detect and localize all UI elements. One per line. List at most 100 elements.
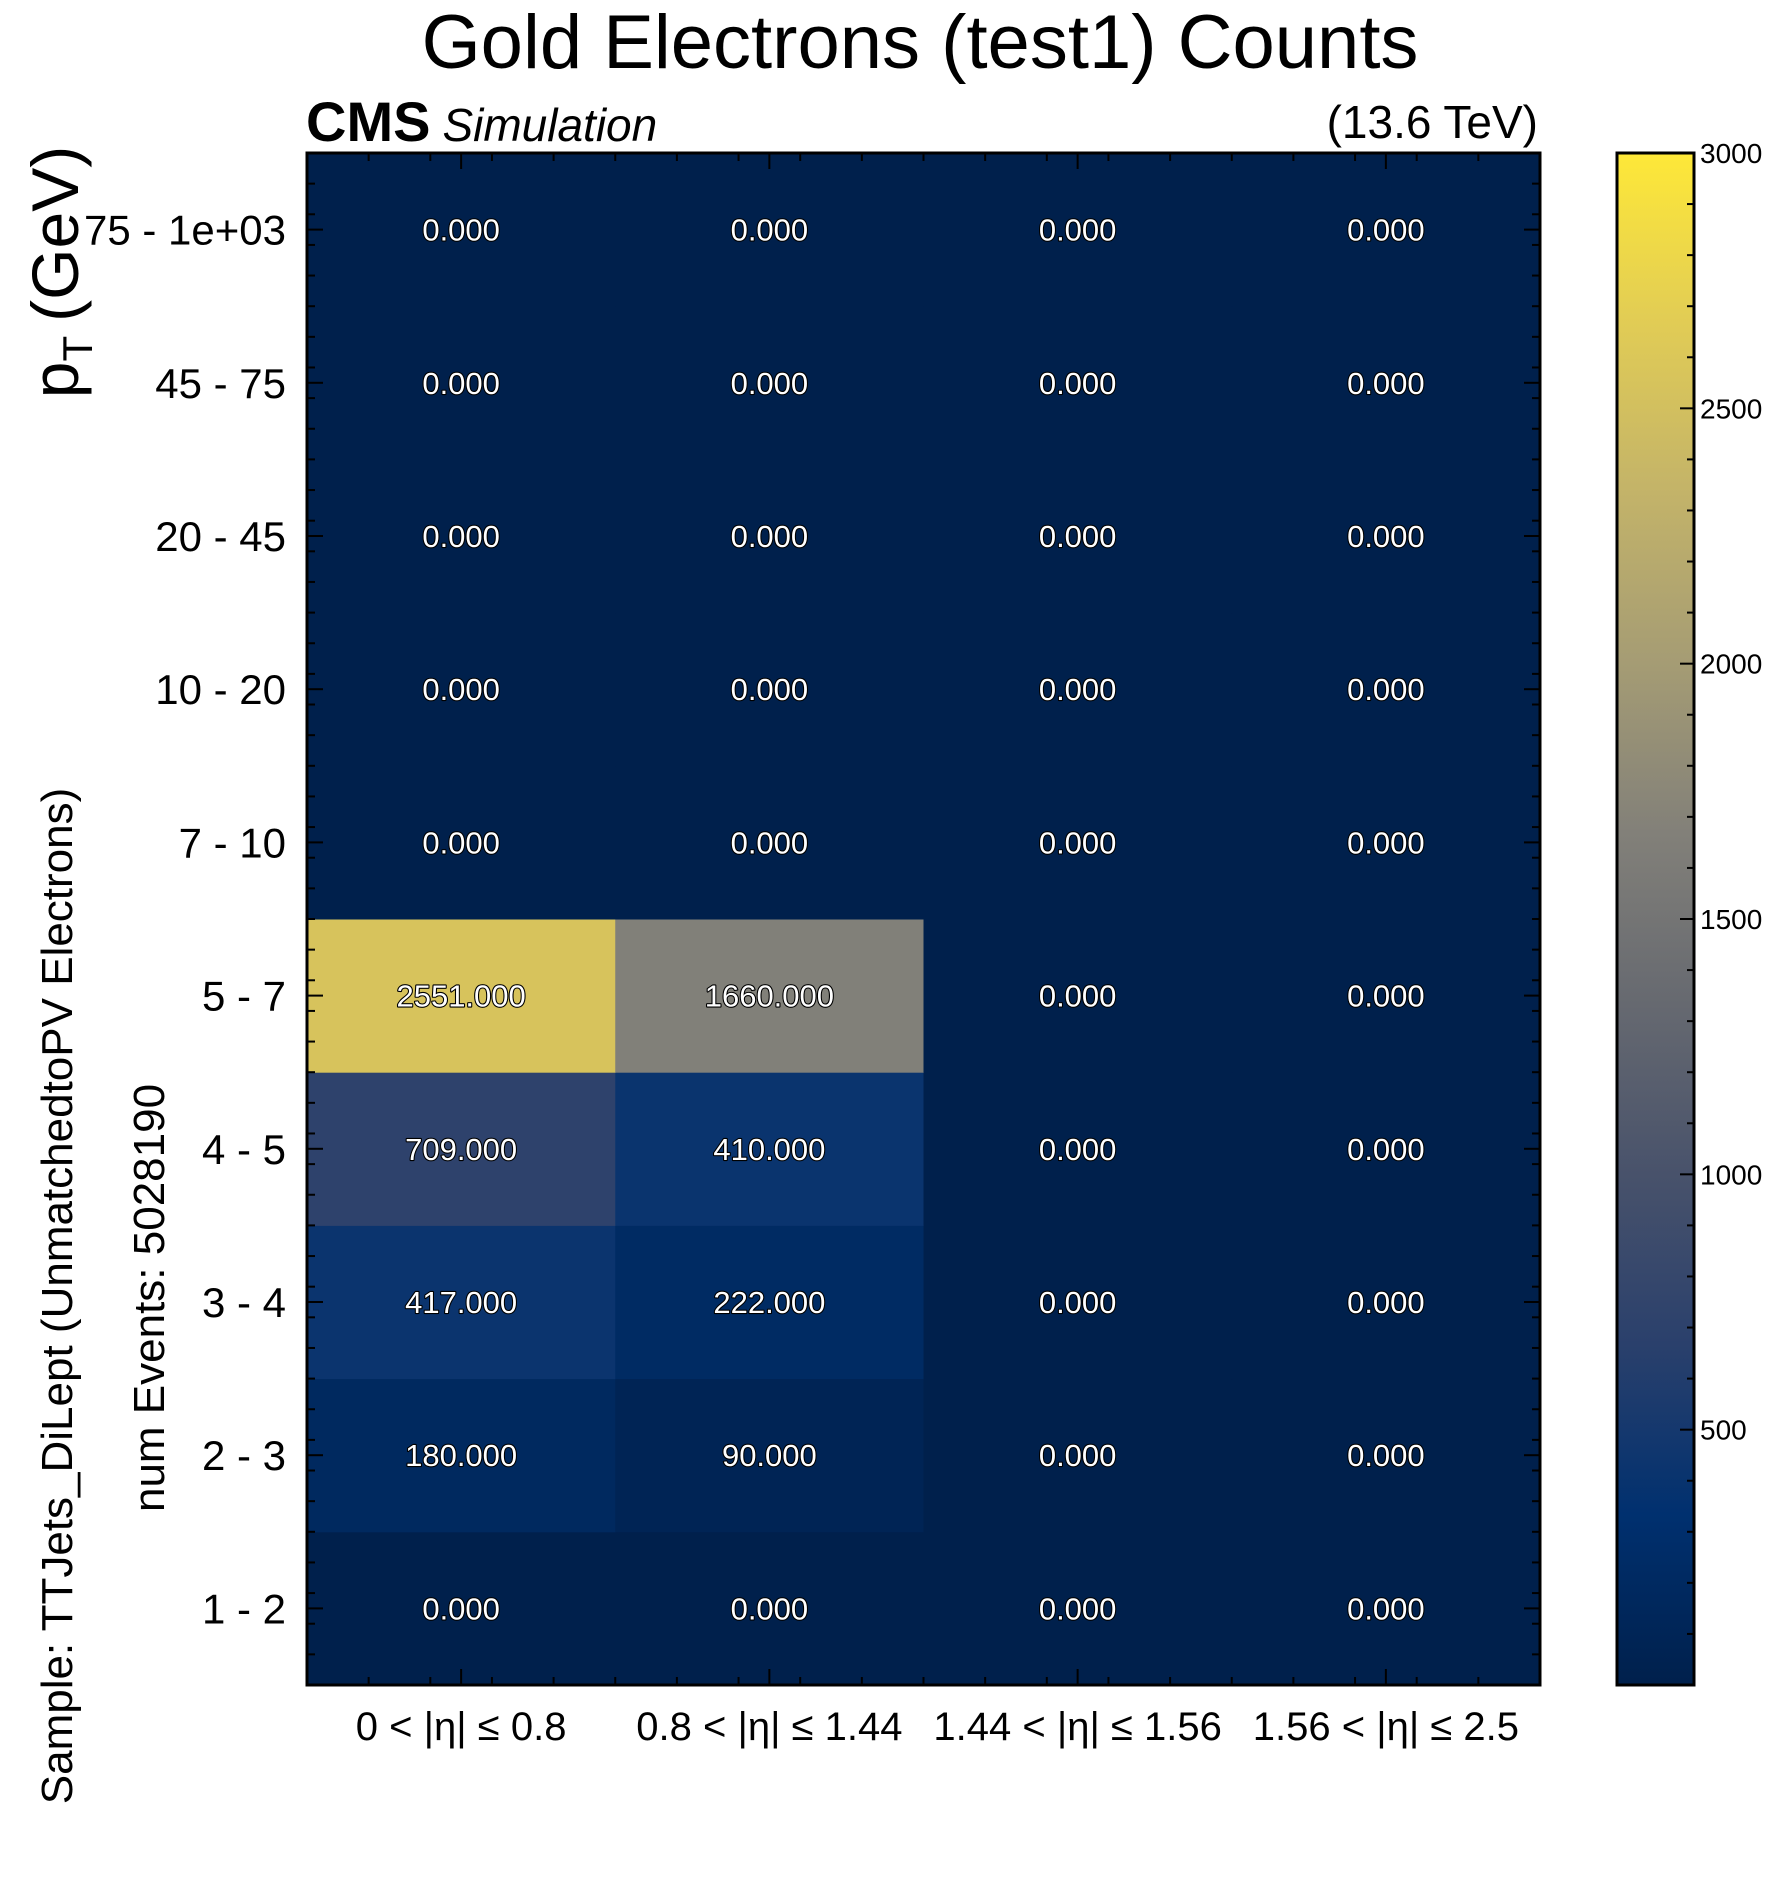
heatmap-cell	[923, 919, 1233, 1073]
heatmap-cell	[1231, 1225, 1541, 1380]
heatmap-cell	[923, 306, 1233, 460]
heatmap-cell	[307, 1225, 616, 1380]
heatmap-cell	[307, 765, 616, 920]
y-tick-label: 2 - 3	[202, 1432, 286, 1479]
cell-value-label: 0.000	[1347, 1591, 1425, 1626]
y-label-sub: T	[54, 336, 101, 362]
heatmap-cell	[923, 459, 1233, 614]
y-label-main: p	[18, 361, 92, 398]
x-tick-label: 0.8 < |η| ≤ 1.44	[636, 1705, 902, 1749]
y-tick-labels: 1 - 2 2 - 3 3 - 4 4 - 5 5 - 7 7 - 10 10 - 20 20…	[84, 207, 286, 1633]
heatmap-cell	[615, 459, 924, 614]
colorbar-tick-labels: 500 1000 1500 2000 2500 3000	[1700, 138, 1762, 1446]
heatmap-cell	[307, 612, 616, 767]
y-tick-label: 4 - 5	[202, 1126, 286, 1173]
experiment-sublabel: Simulation	[442, 99, 657, 151]
cell-value-label: 0.000	[1039, 519, 1117, 554]
y-tick-label: 20 - 45	[155, 513, 286, 560]
heatmap-cell	[307, 459, 616, 614]
y-tick-label: 45 - 75	[155, 360, 286, 407]
x-tick-label: 0 < |η| ≤ 0.8	[356, 1705, 567, 1749]
cell-value-label: 1660.000	[705, 979, 834, 1014]
cell-value-label: 709.000	[405, 1132, 517, 1167]
cell-value-label: 0.000	[422, 672, 500, 707]
events-label: num Events: 5028190	[125, 1084, 174, 1512]
heatmap-cell	[615, 306, 924, 460]
cell-value-label: 0.000	[422, 366, 500, 401]
heatmap-cell	[615, 1225, 924, 1380]
cell-value-label: 0.000	[731, 1591, 809, 1626]
heatmap-cell	[1231, 765, 1541, 920]
cell-value-label: 410.000	[713, 1132, 825, 1167]
cell-value-label: 0.000	[1347, 1132, 1425, 1167]
heatmap-cell	[307, 919, 616, 1073]
heatmap-cell	[1231, 1072, 1541, 1226]
cell-value-label: 0.000	[1347, 213, 1425, 248]
cell-value-label: 0.000	[1347, 519, 1425, 554]
colorbar-tick-label: 500	[1700, 1415, 1747, 1446]
cell-value-label: 0.000	[1039, 213, 1117, 248]
cell-value-label: 0.000	[1347, 1285, 1425, 1320]
colorbar-tick-label: 1500	[1700, 904, 1762, 935]
sample-label: Sample: TTJets_DiLept (UnmatchedtoPV Ele…	[33, 788, 82, 1805]
heatmap-cell	[923, 612, 1233, 767]
frame-ticks	[306, 152, 1541, 1686]
heatmap-cell	[615, 1072, 924, 1226]
colorbar-ticks	[1680, 152, 1694, 1635]
y-tick-label: 3 - 4	[202, 1279, 286, 1326]
cell-value-label: 90.000	[722, 1438, 817, 1473]
cell-value-label: 0.000	[422, 825, 500, 860]
cell-value-label: 0.000	[731, 519, 809, 554]
cell-value-label: 0.000	[1347, 1438, 1425, 1473]
heatmap-cell	[1231, 1378, 1541, 1533]
x-tick-label: 1.56 < |η| ≤ 2.5	[1253, 1705, 1519, 1749]
colorbar-tick-label: 3000	[1700, 138, 1762, 169]
cell-value-label: 0.000	[422, 1591, 500, 1626]
heatmap-cell	[923, 1072, 1233, 1226]
cell-value-label: 0.000	[1347, 979, 1425, 1014]
cell-value-label: 0.000	[1347, 825, 1425, 860]
heatmap-cells	[307, 153, 1541, 1686]
cell-value-label: 0.000	[1039, 1132, 1117, 1167]
heatmap-cell	[615, 765, 924, 920]
y-axis-label: pT (GeV)	[18, 146, 101, 398]
cell-value-label: 0.000	[1039, 825, 1117, 860]
y-tick-label: 10 - 20	[155, 666, 286, 713]
heatmap-cell	[923, 1378, 1233, 1533]
colorbar-tick-label: 2500	[1700, 393, 1762, 424]
cell-value-label: 0.000	[1039, 366, 1117, 401]
cell-value-label: 417.000	[405, 1285, 517, 1320]
heatmap-cell	[307, 153, 616, 307]
chart-title: Gold Electrons (test1) Counts	[422, 0, 1419, 85]
y-tick-label: 75 - 1e+03	[84, 207, 286, 254]
heatmap-cell	[1231, 306, 1541, 460]
heatmap-cell	[1231, 459, 1541, 614]
cell-value-label: 0.000	[422, 519, 500, 554]
heatmap-cell	[615, 1378, 924, 1533]
y-label-unit: (GeV)	[18, 146, 92, 322]
cell-value-label: 0.000	[1347, 672, 1425, 707]
y-tick-label: 1 - 2	[202, 1585, 286, 1632]
energy-label: (13.6 TeV)	[1327, 96, 1538, 148]
heatmap-cell	[615, 919, 924, 1073]
cell-value-label: 0.000	[731, 213, 809, 248]
heatmap-cell-labels: 0.000 0.000 0.000 0.000 180.000 90.000 0.000 0.…	[395, 212, 1425, 1628]
heatmap-cell	[615, 1531, 924, 1686]
heatmap-cell	[923, 1531, 1233, 1686]
cell-value-label: 0.000	[1039, 979, 1117, 1014]
heatmap-cell	[1231, 153, 1541, 307]
cell-value-label: 0.000	[422, 213, 500, 248]
heatmap-cell	[923, 765, 1233, 920]
heatmap-cell	[923, 1225, 1233, 1380]
x-tick-labels: 0 < |η| ≤ 0.8 0.8 < |η| ≤ 1.44 1.44 < |η| …	[356, 1705, 1519, 1749]
heatmap-cell	[1231, 612, 1541, 767]
cell-value-label: 180.000	[405, 1438, 517, 1473]
heatmap-cell	[923, 153, 1233, 307]
cell-value-label: 0.000	[731, 366, 809, 401]
cell-value-label: 2551.000	[396, 979, 525, 1014]
colorbar-tick-label: 2000	[1700, 649, 1762, 680]
cell-value-label: 0.000	[1347, 366, 1425, 401]
cell-value-label: 0.000	[731, 672, 809, 707]
heatmap-cell	[307, 306, 616, 460]
